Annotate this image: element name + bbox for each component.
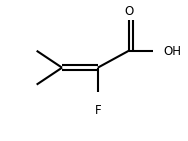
Text: O: O [124,5,133,18]
Text: F: F [94,104,101,117]
Text: OH: OH [164,45,182,58]
